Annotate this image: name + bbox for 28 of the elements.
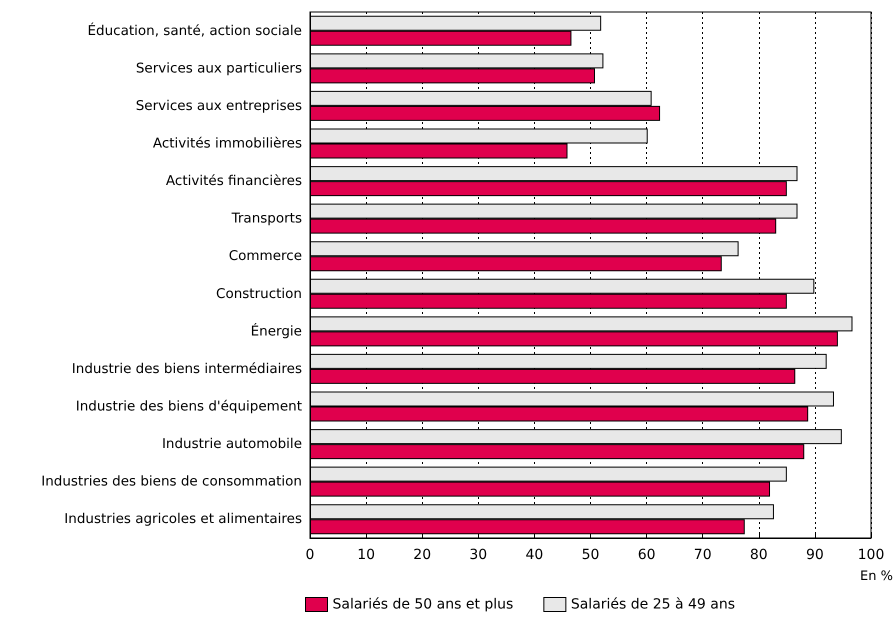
x-axis-title: En %	[860, 569, 893, 584]
y-tick-label: Commerce	[228, 248, 302, 264]
x-tick-label: 10	[357, 547, 376, 563]
x-tick-label: 50	[582, 547, 600, 563]
y-tick-label: Services aux entreprises	[136, 98, 302, 114]
x-tick-label: 0	[306, 547, 314, 563]
x-tick-label: 30	[469, 547, 488, 563]
x-tick-label: 90	[806, 547, 824, 563]
y-tick-label: Activités financières	[166, 173, 302, 190]
y-tick-label: Construction	[216, 286, 302, 302]
y-tick-label: Industrie automobile	[162, 436, 302, 452]
y-tick-label: Industries agricoles et alimentaires	[64, 511, 302, 528]
x-tick-label: 70	[694, 547, 712, 563]
x-tick-label: 100	[858, 547, 884, 563]
y-tick-label: Transports	[230, 210, 302, 227]
legend-label: Salariés de 25 à 49 ans	[570, 596, 736, 612]
legend-label: Salariés de 50 ans et plus	[332, 596, 514, 612]
y-tick-label: Services aux particuliers	[136, 60, 302, 76]
y-tick-label: Industrie des biens d'équipement	[76, 398, 302, 414]
x-tick-label: 40	[525, 547, 544, 563]
y-tick-label: Industrie des biens intermédiaires	[72, 360, 302, 377]
x-tick-label: 60	[638, 547, 656, 563]
y-tick-label: Activités immobilières	[152, 136, 302, 152]
y-tick-label: Industries des biens de consommation	[41, 474, 302, 490]
y-tick-label: Éducation, santé, action sociale	[88, 22, 302, 39]
y-tick-label: Énergie	[250, 322, 302, 340]
x-tick-label: 80	[750, 547, 768, 563]
x-tick-label: 20	[413, 547, 432, 563]
